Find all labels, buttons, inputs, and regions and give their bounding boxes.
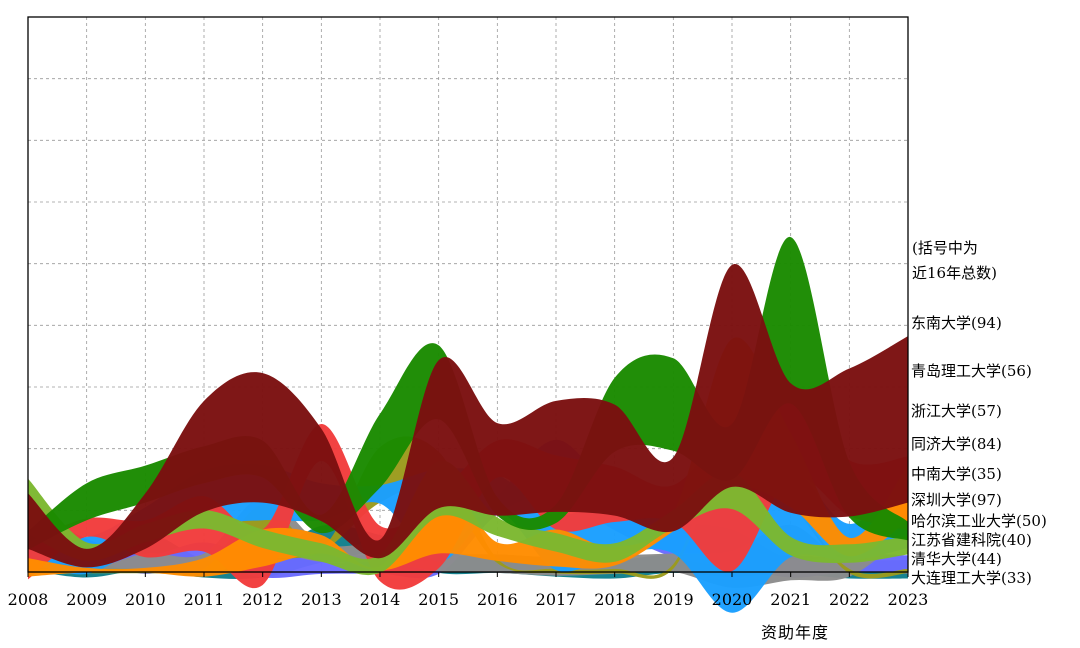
x-tick-label: 2023 <box>888 590 929 609</box>
x-tick-label: 2020 <box>712 590 753 609</box>
plot-frame <box>27 16 909 573</box>
x-tick-label: 2017 <box>536 590 577 609</box>
legend-note-line1: (括号中为 <box>912 239 978 257</box>
series-labels: 东南大学(94) 青岛理工大学(56) 浙江大学(57) 同济大学(84) 中南大学(3… <box>911 314 1047 587</box>
x-axis-title: 资助年度 <box>761 623 829 642</box>
x-tick-label: 2012 <box>242 590 283 609</box>
series-label: 江苏省建科院(40) <box>911 531 1032 549</box>
legend-note-line2: 近16年总数) <box>912 264 997 282</box>
series-label: 深圳大学(97) <box>911 491 1002 509</box>
x-tick-label: 2008 <box>8 590 49 609</box>
stream-0 <box>28 263 908 568</box>
x-tick-label: 2010 <box>125 590 166 609</box>
x-axis-ticks: 2008 2009 2010 2011 2012 2013 2014 2015 2016 2017… <box>8 572 929 609</box>
x-tick-label: 2016 <box>477 590 518 609</box>
series-label: 浙江大学(57) <box>911 402 1002 420</box>
legend-note: (括号中为 近16年总数) <box>912 239 997 282</box>
stream-series <box>28 236 908 613</box>
x-tick-label: 2018 <box>594 590 635 609</box>
x-tick-label: 2013 <box>301 590 342 609</box>
x-tick-label: 2022 <box>829 590 870 609</box>
x-tick-label: 2014 <box>360 590 401 609</box>
series-label: 哈尔滨工业大学(50) <box>911 512 1047 530</box>
x-tick-label: 2019 <box>653 590 694 609</box>
series-label: 中南大学(35) <box>911 465 1002 483</box>
stream-6 <box>28 460 908 576</box>
x-tick-label: 2011 <box>184 590 225 609</box>
x-tick-label: 2021 <box>770 590 811 609</box>
x-tick-label: 2015 <box>418 590 459 609</box>
series-label: 青岛理工大学(56) <box>911 362 1032 380</box>
series-label: 东南大学(94) <box>911 314 1002 332</box>
series-label: 大连理工大学(33) <box>911 569 1032 587</box>
x-tick-label: 2009 <box>66 590 107 609</box>
series-label: 同济大学(84) <box>911 435 1002 453</box>
series-label: 清华大学(44) <box>911 550 1002 568</box>
